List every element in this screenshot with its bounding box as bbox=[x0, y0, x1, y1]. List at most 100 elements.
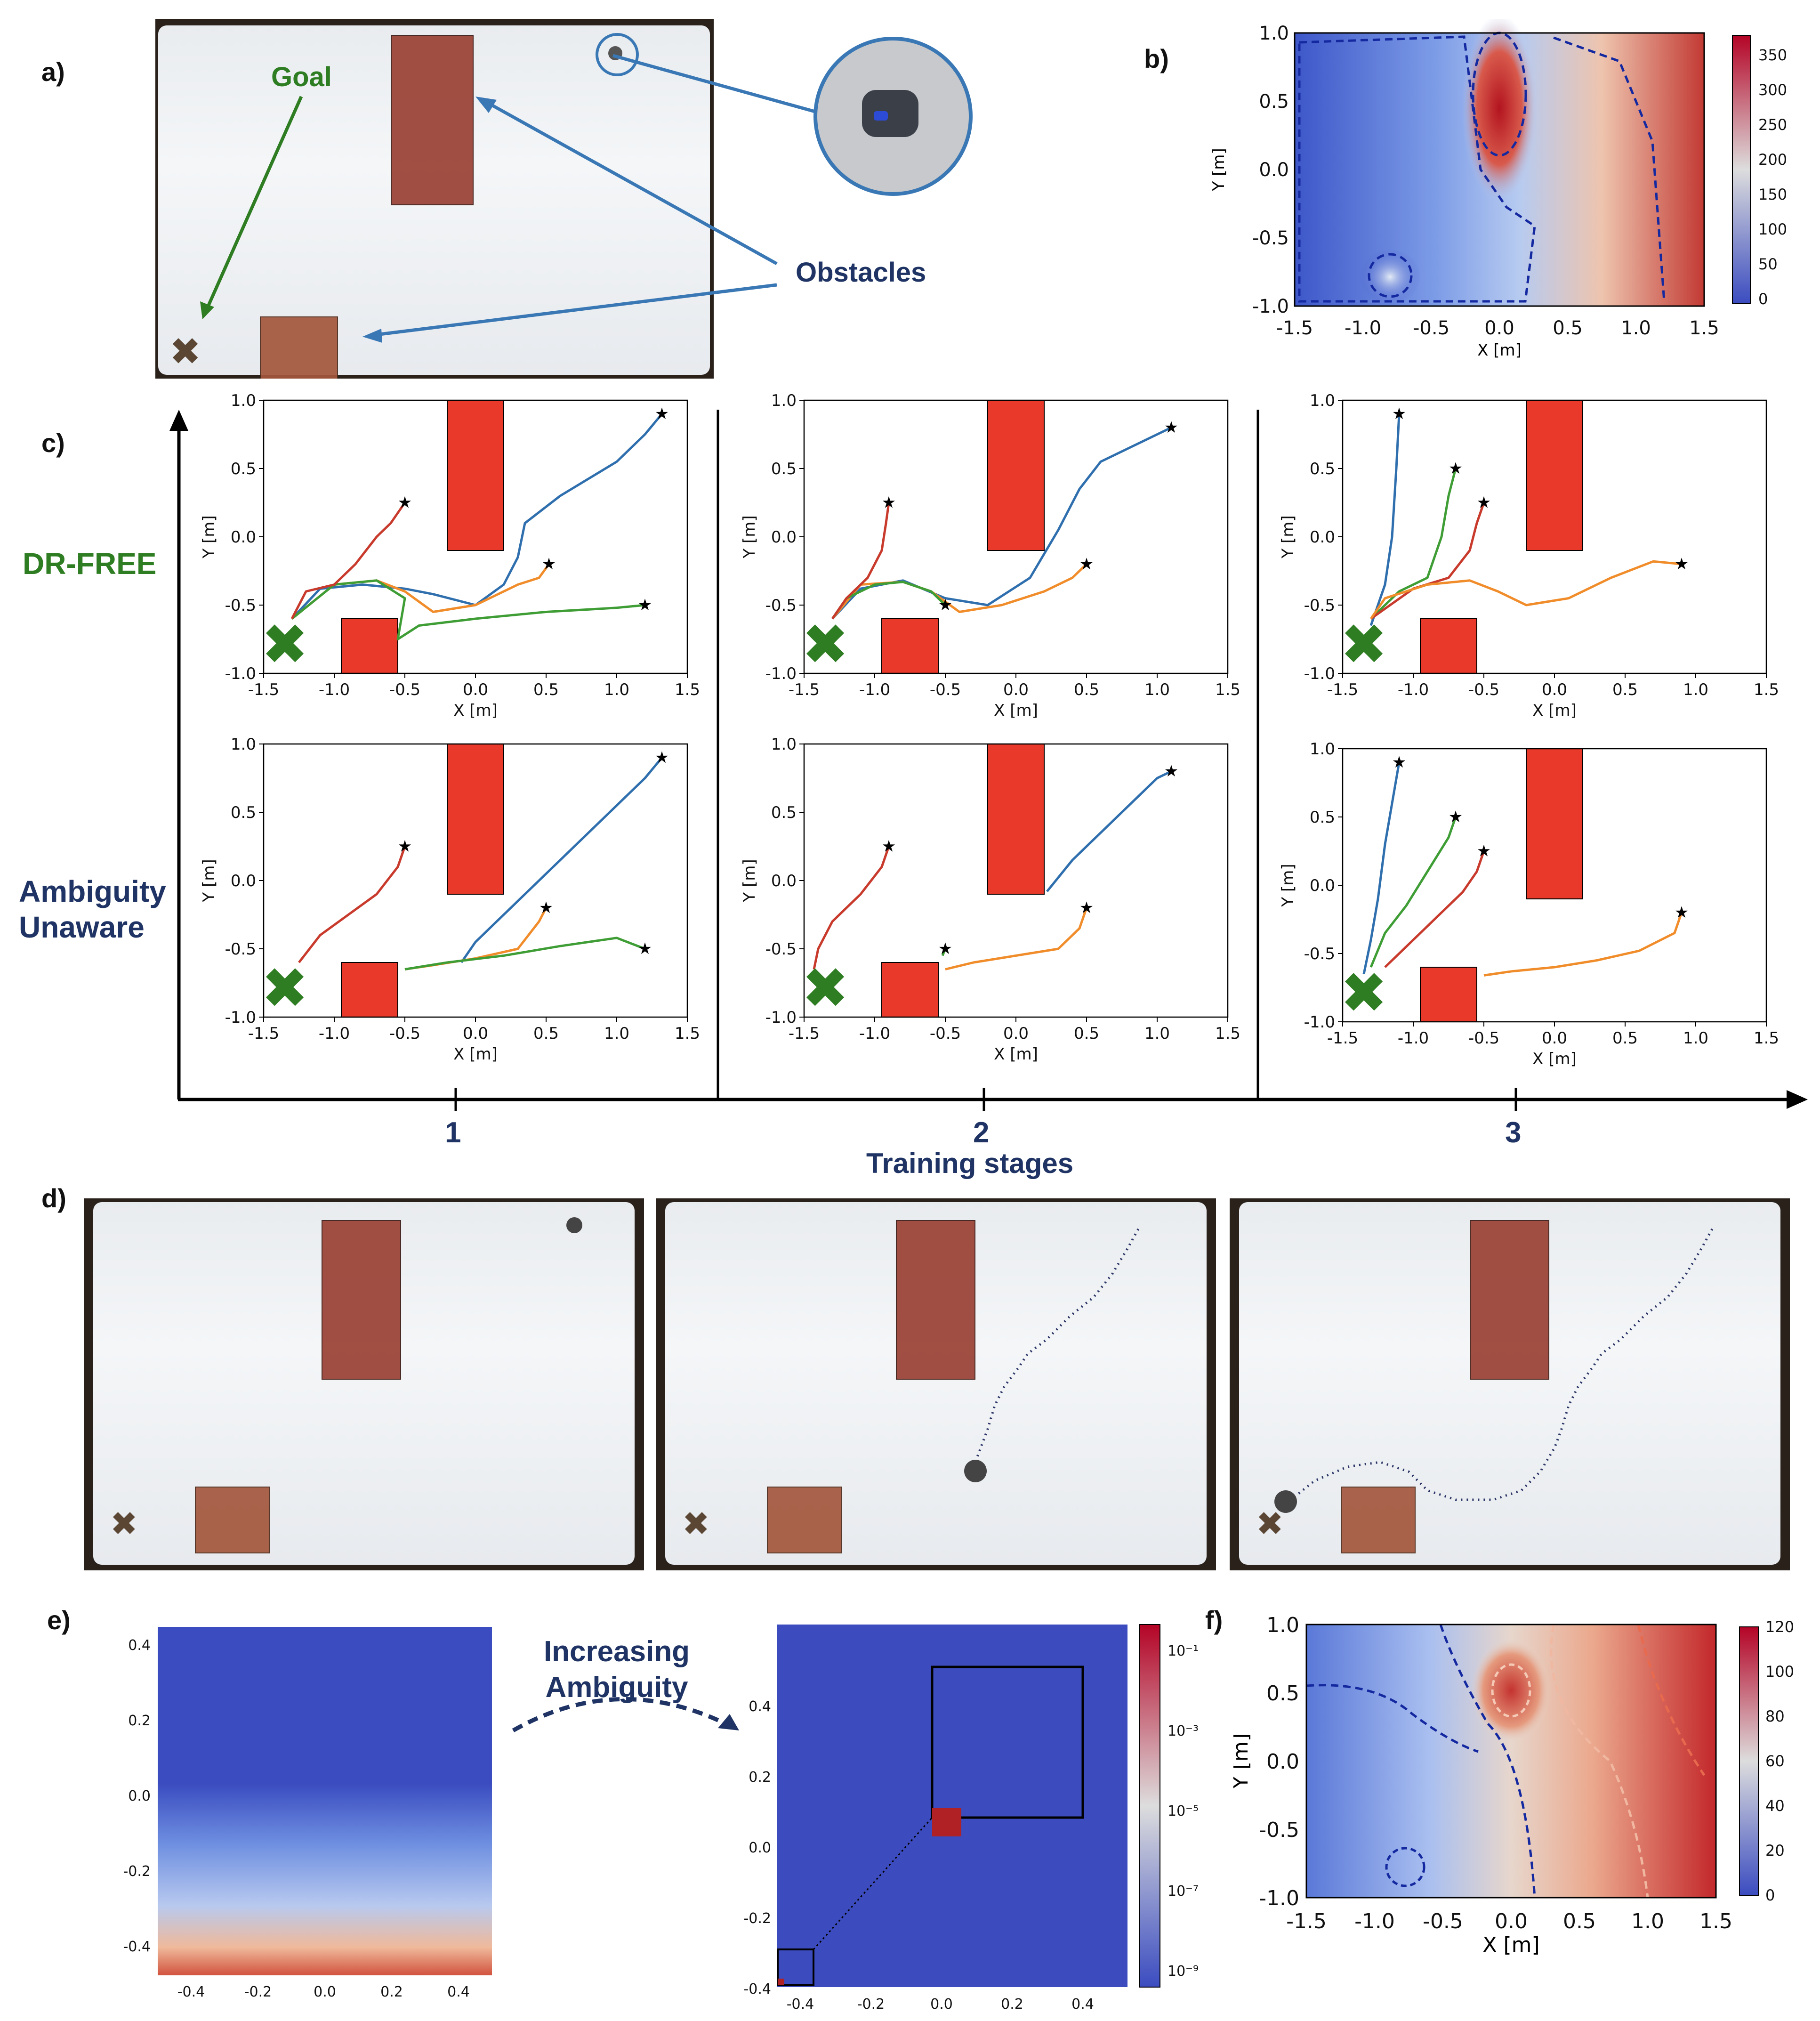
contour-low bbox=[1439, 1624, 1536, 1898]
ytick: -1.0 bbox=[1252, 296, 1289, 317]
obstacle-rect bbox=[987, 400, 1045, 551]
cbar-tick: 60 bbox=[1765, 1752, 1785, 1770]
xtick-label: 1.5 bbox=[1215, 1024, 1240, 1043]
zoom-hot-cell bbox=[932, 1808, 961, 1836]
obstacles-label: Obstacles bbox=[796, 257, 926, 288]
robot-body-icon bbox=[862, 90, 918, 137]
row-label-dr-free: DR-FREE bbox=[23, 547, 157, 581]
ambiguity-arrow bbox=[512, 1697, 739, 1732]
xtick-label: -1.5 bbox=[1327, 680, 1358, 699]
goal-arrow bbox=[205, 96, 303, 309]
xtick-labels: -1.5 -1.0 -0.5 0.0 0.5 1.0 1.5 bbox=[1276, 317, 1719, 339]
ytick: 0.4 bbox=[128, 1637, 151, 1654]
ytick: 0.0 bbox=[1259, 159, 1289, 181]
zoom-connector-line bbox=[612, 54, 817, 114]
training-stage-arrowhead bbox=[1787, 1090, 1808, 1109]
xtick: 0.5 bbox=[1553, 317, 1583, 339]
goal-arrowhead bbox=[200, 301, 214, 319]
row-label-ambiguity-unaware: Ambiguity Unaware bbox=[19, 873, 166, 945]
traj-plot-unaware-stage-2: ★★★★✖-1.5 -1.0 -0.5 0.0 0.5 1.0 1.51.00.50.0-0… bbox=[740, 735, 1240, 1064]
xtick-label: 0.0 bbox=[1542, 1029, 1567, 1048]
xtick: 1.5 bbox=[1699, 1909, 1732, 1933]
ytick-label: -0.5 bbox=[225, 596, 256, 615]
y-axis-label: Y [m] bbox=[1279, 864, 1297, 907]
panel-label-a: a) bbox=[41, 57, 65, 87]
ytick: 1.0 bbox=[1266, 1613, 1299, 1637]
xtick-label: -1.0 bbox=[319, 680, 350, 699]
x-axis-label: X [m] bbox=[1532, 1050, 1577, 1068]
cbar-tick: 0 bbox=[1758, 290, 1768, 308]
ytick-label: 1.0 bbox=[231, 735, 256, 754]
xtick: 0.4 bbox=[447, 1984, 470, 2000]
obstacle-rect bbox=[1526, 748, 1583, 899]
stage-label-1: 1 bbox=[445, 1116, 461, 1149]
cbar-tick: 120 bbox=[1765, 1618, 1794, 1636]
heatmap-hotspot bbox=[1471, 1639, 1551, 1742]
xtick-label: 1.5 bbox=[1754, 1029, 1779, 1048]
xtick: 0.0 bbox=[1495, 1909, 1528, 1933]
obstacle-top bbox=[391, 35, 474, 205]
trajectory-blue bbox=[1046, 770, 1172, 892]
ytick-label: 0.0 bbox=[1310, 876, 1335, 895]
ytick: 0.5 bbox=[1259, 91, 1289, 113]
obstacle-arrowhead-top bbox=[475, 97, 497, 113]
panel-b-heatmap: -1.5 -1.0 -0.5 0.0 0.5 1.0 1.5 1.0 0.5 0… bbox=[1209, 19, 1787, 360]
y-axis-label: Y [m] bbox=[1209, 148, 1228, 191]
obstacle-bottom bbox=[195, 1487, 270, 1553]
obstacle-rect bbox=[1420, 967, 1477, 1022]
ytick-label: 1.0 bbox=[1310, 740, 1335, 759]
ytick-labels: 1.0 0.5 0.0 -0.5 -1.0 bbox=[1259, 1613, 1299, 1910]
xtick-labels: -0.4 -0.2 0.0 0.2 0.4 bbox=[177, 1984, 470, 2000]
contour-hotspot bbox=[1491, 1663, 1531, 1718]
start-star-icon: ★ bbox=[638, 939, 652, 958]
cbar-tick: 10⁻⁹ bbox=[1168, 1963, 1199, 1980]
xtick-label: 0.0 bbox=[463, 680, 488, 699]
panel-c-axes bbox=[169, 410, 1808, 1111]
robot-highlight-circle bbox=[596, 33, 639, 76]
goal-marker-icon: ✖ bbox=[682, 1504, 710, 1543]
colorbar-ticks: 350 300 250 200 150 100 50 0 bbox=[1758, 46, 1787, 308]
goal-cross-icon: ✖ bbox=[802, 956, 849, 1021]
xtick: 0.0 bbox=[1484, 317, 1514, 339]
xtick: 0.2 bbox=[1001, 1996, 1023, 2013]
obstacle-top bbox=[322, 1220, 401, 1380]
heatmap-field bbox=[158, 1627, 492, 1975]
xtick-label: 1.0 bbox=[1144, 680, 1170, 699]
cbar-tick: 150 bbox=[1758, 186, 1787, 203]
ytick-label: -0.5 bbox=[765, 596, 797, 615]
ytick-label: 0.0 bbox=[771, 872, 797, 890]
xtick-label: -1.5 bbox=[248, 1024, 279, 1043]
ytick-label: 1.0 bbox=[771, 735, 797, 754]
xtick-label: -1.5 bbox=[248, 680, 279, 699]
panel-a-arrows bbox=[200, 54, 817, 343]
start-star-icon: ★ bbox=[938, 939, 952, 958]
start-star-icon: ★ bbox=[1079, 898, 1094, 917]
obstacle-bottom bbox=[1341, 1487, 1416, 1553]
ytick-labels: 1.0 0.5 0.0 -0.5 -1.0 bbox=[1252, 23, 1289, 317]
xtick-label: 0.5 bbox=[1612, 1029, 1638, 1048]
trajectory-red bbox=[290, 502, 406, 620]
heatmap-hotspot bbox=[1462, 19, 1537, 202]
training-stages-label: Training stages bbox=[866, 1148, 1074, 1179]
plot-frame bbox=[1305, 1624, 1717, 1899]
x-axis-label: X [m] bbox=[1532, 701, 1577, 720]
xtick-label: 1.0 bbox=[604, 680, 629, 699]
start-star-icon: ★ bbox=[539, 898, 553, 917]
x-axis-label: X [m] bbox=[994, 701, 1038, 720]
robot-icon bbox=[1274, 1490, 1297, 1513]
cbar-tick: 50 bbox=[1758, 255, 1778, 273]
xtick-label: 0.5 bbox=[1074, 1024, 1099, 1043]
cbar-tick: 250 bbox=[1758, 116, 1787, 134]
xtick-label: 1.5 bbox=[675, 680, 700, 699]
arena-photo-frame-1: ✖ bbox=[84, 1198, 644, 1570]
xtick-label: 0.0 bbox=[1003, 680, 1029, 699]
xtick-label: -0.5 bbox=[1468, 680, 1499, 699]
y-axis-label: Y [m] bbox=[1233, 1733, 1253, 1789]
start-star-icon: ★ bbox=[398, 493, 412, 512]
trajectory-blue bbox=[460, 757, 663, 963]
vertical-axis-arrowhead bbox=[169, 410, 188, 431]
xtick-label: -0.5 bbox=[389, 680, 420, 699]
xtick: -0.5 bbox=[1423, 1909, 1463, 1933]
panel-e-right-heatmap: 0.4 0.2 0.0 -0.2 -0.4 -0.4 -0.2 0.0 0.2 … bbox=[743, 1624, 1199, 2013]
xtick-label: 1.5 bbox=[675, 1024, 700, 1043]
